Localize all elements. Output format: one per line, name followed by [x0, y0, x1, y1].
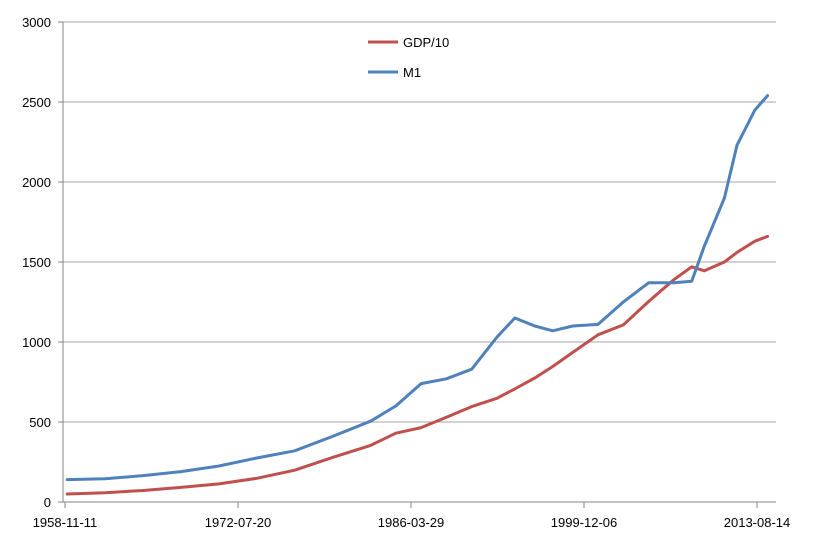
gridlines	[63, 21, 776, 423]
data-point-m1	[66, 478, 69, 481]
x-tick-label: 1986-03-29	[378, 515, 445, 530]
data-point-m1	[369, 420, 372, 423]
data-point-m1	[597, 323, 600, 326]
x-tick-label: 1999-12-06	[551, 515, 618, 530]
data-point-m1	[533, 325, 536, 328]
y-tick-label: 0	[44, 495, 51, 510]
series-line-m1	[65, 94, 770, 482]
data-point-gdp-10	[647, 300, 650, 303]
data-point-gdp-10	[690, 265, 693, 268]
data-point-m1	[723, 197, 726, 200]
data-point-m1	[331, 435, 334, 438]
data-point-m1	[647, 281, 650, 284]
y-tick-label: 500	[29, 415, 51, 430]
data-point-gdp-10	[331, 456, 334, 459]
data-point-gdp-10	[104, 491, 107, 494]
data-point-gdp-10	[571, 351, 574, 354]
data-point-m1	[104, 477, 107, 480]
data-point-gdp-10	[66, 493, 69, 496]
data-point-m1	[513, 317, 516, 320]
data-point-gdp-10	[420, 426, 423, 429]
data-point-m1	[736, 144, 739, 147]
legend: GDP/10 M1	[368, 35, 449, 80]
data-point-gdp-10	[142, 489, 145, 492]
data-point-m1	[622, 301, 625, 304]
data-point-gdp-10	[551, 365, 554, 368]
data-point-gdp-10	[622, 323, 625, 326]
data-point-m1	[470, 368, 473, 371]
data-point-gdp-10	[445, 416, 448, 419]
data-point-m1	[142, 474, 145, 477]
data-point-gdp-10	[766, 235, 769, 238]
series-line-gdp-10	[65, 234, 770, 496]
data-point-m1	[217, 465, 220, 468]
data-point-m1	[766, 94, 769, 97]
data-point-gdp-10	[513, 387, 516, 390]
data-point-m1	[293, 449, 296, 452]
x-tick-label: 1972-07-20	[205, 515, 272, 530]
x-tick-label: 2013-08-14	[724, 515, 791, 530]
x-tick-label: 1958-11-11	[33, 515, 98, 530]
data-point-m1	[255, 457, 258, 460]
data-point-gdp-10	[672, 278, 675, 281]
data-point-m1	[420, 382, 423, 385]
data-point-m1	[551, 329, 554, 332]
data-point-gdp-10	[597, 333, 600, 336]
data-point-gdp-10	[533, 377, 536, 380]
data-point-gdp-10	[293, 469, 296, 472]
data-point-m1	[571, 325, 574, 328]
data-point-gdp-10	[217, 482, 220, 485]
data-point-gdp-10	[369, 444, 372, 447]
data-point-gdp-10	[470, 405, 473, 408]
data-point-m1	[672, 281, 675, 284]
y-tick-label: 2000	[22, 175, 51, 190]
data-point-gdp-10	[394, 432, 397, 435]
data-point-gdp-10	[723, 261, 726, 264]
legend-label-gdp-10: GDP/10	[403, 35, 449, 50]
y-tick-label: 3000	[22, 15, 51, 30]
data-point-m1	[394, 405, 397, 408]
data-point-gdp-10	[495, 397, 498, 400]
data-point-m1	[445, 377, 448, 380]
axes: 0 500 1000 1500 2000 2500 3000 1958-11-11 1972-0…	[22, 15, 790, 530]
data-point-gdp-10	[255, 477, 258, 480]
y-tick-label: 1500	[22, 255, 51, 270]
data-point-gdp-10	[753, 240, 756, 243]
data-point-m1	[703, 245, 706, 248]
data-point-m1	[495, 336, 498, 339]
y-tick-label: 2500	[22, 95, 51, 110]
data-point-gdp-10	[180, 486, 183, 489]
data-point-gdp-10	[703, 269, 706, 272]
data-point-m1	[690, 280, 693, 283]
series	[65, 94, 770, 496]
data-point-m1	[753, 109, 756, 112]
legend-label-m1: M1	[403, 65, 421, 80]
data-point-gdp-10	[736, 251, 739, 254]
data-point-m1	[180, 470, 183, 473]
y-tick-label: 1000	[22, 335, 51, 350]
